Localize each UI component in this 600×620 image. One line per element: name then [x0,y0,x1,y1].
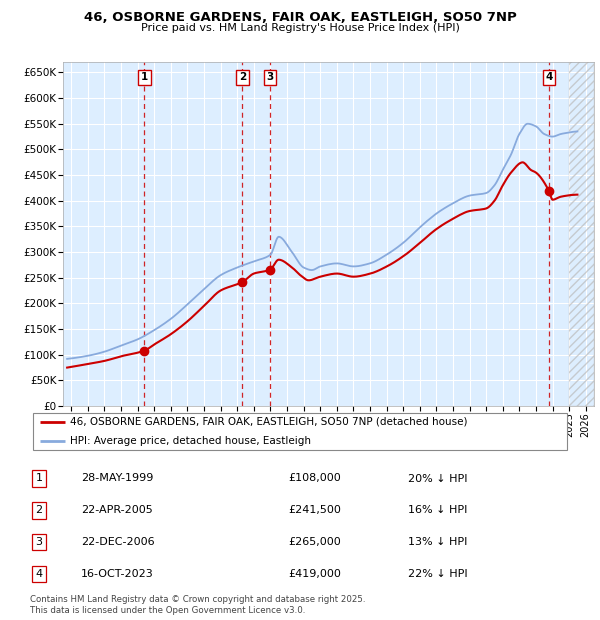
Text: 1: 1 [35,474,43,484]
Text: 4: 4 [545,73,553,82]
Text: £265,000: £265,000 [288,538,341,547]
Text: 22-APR-2005: 22-APR-2005 [81,505,153,515]
Text: 16-OCT-2023: 16-OCT-2023 [81,569,154,579]
Text: 1: 1 [141,73,148,82]
Text: 16% ↓ HPI: 16% ↓ HPI [408,505,467,515]
FancyBboxPatch shape [33,412,568,451]
Text: Contains HM Land Registry data © Crown copyright and database right 2025.
This d: Contains HM Land Registry data © Crown c… [30,595,365,614]
Text: HPI: Average price, detached house, Eastleigh: HPI: Average price, detached house, East… [71,436,311,446]
Text: £419,000: £419,000 [288,569,341,579]
Text: £108,000: £108,000 [288,474,341,484]
Text: 2: 2 [239,73,246,82]
Text: 20% ↓ HPI: 20% ↓ HPI [408,474,467,484]
Text: 22-DEC-2006: 22-DEC-2006 [81,538,155,547]
Text: £241,500: £241,500 [288,505,341,515]
Text: Price paid vs. HM Land Registry's House Price Index (HPI): Price paid vs. HM Land Registry's House … [140,23,460,33]
Text: 3: 3 [266,73,274,82]
Text: 13% ↓ HPI: 13% ↓ HPI [408,538,467,547]
Text: 2: 2 [35,505,43,515]
Text: 22% ↓ HPI: 22% ↓ HPI [408,569,467,579]
Text: 46, OSBORNE GARDENS, FAIR OAK, EASTLEIGH, SO50 7NP (detached house): 46, OSBORNE GARDENS, FAIR OAK, EASTLEIGH… [71,417,468,427]
Text: 28-MAY-1999: 28-MAY-1999 [81,474,154,484]
Text: 46, OSBORNE GARDENS, FAIR OAK, EASTLEIGH, SO50 7NP: 46, OSBORNE GARDENS, FAIR OAK, EASTLEIGH… [83,11,517,24]
Text: 4: 4 [35,569,43,579]
Text: 3: 3 [35,538,43,547]
